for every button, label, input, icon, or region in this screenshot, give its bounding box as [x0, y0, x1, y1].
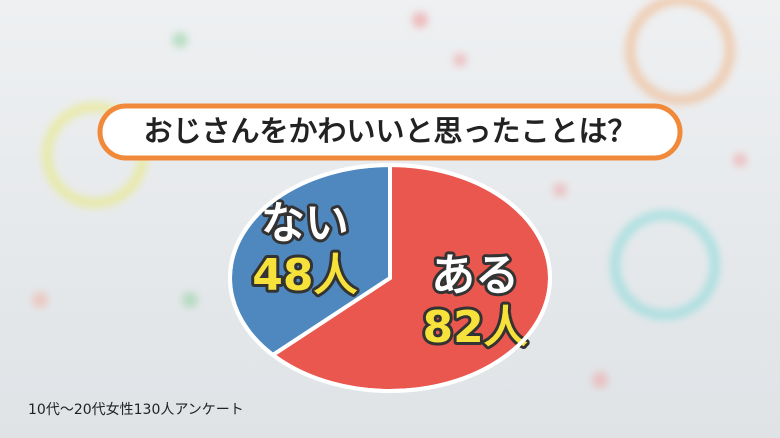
slice-category: ある [431, 250, 519, 301]
slice-value-label: 82人 [422, 302, 527, 353]
title-banner [97, 103, 683, 161]
note: 10代～20代女性130人アンケート [28, 401, 244, 418]
pie-border [228, 163, 552, 393]
decoration [32, 0, 747, 388]
slice-category: ない [261, 198, 349, 249]
slice-value-label: 48人 [252, 250, 357, 301]
chart-title: おじさんをかわいいと思ったことは？ [143, 114, 636, 148]
